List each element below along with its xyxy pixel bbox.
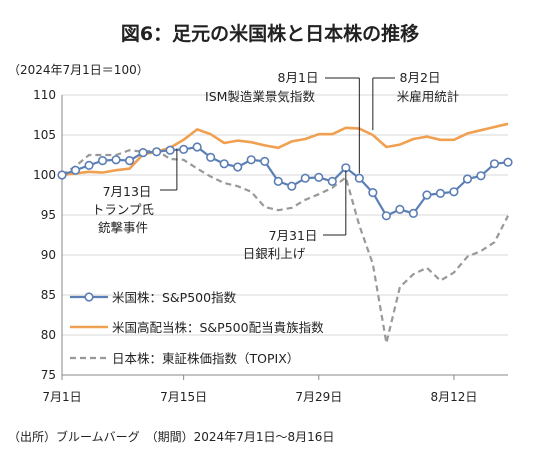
ann-text-jul13: トランプ氏 (92, 202, 154, 217)
sp500-point (124, 156, 135, 166)
series-line-dividend (61, 122, 509, 177)
sp500-point (327, 176, 337, 186)
sp500-point (503, 157, 513, 167)
sp500-point (246, 155, 256, 165)
y-tick-label: 110 (33, 88, 56, 102)
sp500-point (260, 156, 270, 166)
legend: 米国株：S&P500指数米国高配当株：S&P500配当貴族指数日本株：東証株価指… (70, 290, 324, 366)
source-note: （出所）ブルームバーグ （期間）2024年7月1日～8月16日 (8, 429, 334, 444)
series-layer (57, 122, 513, 345)
sp500-point (192, 142, 202, 152)
unit-note: （2024年7月1日＝100） (8, 63, 149, 77)
sp500-point (165, 145, 175, 155)
sp500-point (152, 147, 162, 157)
ann-text-aug2: 8月2日 (400, 70, 441, 85)
sp500-point (368, 188, 378, 198)
sp500-point (354, 173, 364, 183)
ann-text-jul13: 銃撃事件 (98, 220, 148, 235)
y-tick-label: 85 (41, 288, 56, 302)
sp500-point (395, 204, 405, 214)
sp500-point (422, 190, 432, 200)
sp500-point (449, 187, 459, 197)
sp500-point (381, 211, 391, 221)
x-tick-label: 7月1日 (42, 390, 81, 404)
sp500-point (287, 181, 297, 191)
sp500-point (179, 144, 189, 154)
y-axis: 110 105 100 95 90 85 80 75 (33, 88, 508, 382)
x-axis: 7月1日 7月15日 7月29日 8月12日 (42, 374, 508, 404)
legend-label-topix: 日本株：東証株価指数（TOPIX） (112, 351, 299, 366)
x-tick-label: 8月12日 (430, 390, 477, 404)
y-tick-label: 100 (33, 168, 56, 182)
chart-title: 図6：足元の米国株と日本株の推移 (121, 22, 419, 45)
series-line-sp500 (61, 145, 509, 217)
ann-text-jul13: 7月13日 (103, 184, 152, 199)
legend-marker-sp500 (84, 292, 94, 302)
sp500-point (84, 160, 94, 170)
ann-text-aug1: ISM製造業景気指数 (205, 89, 315, 104)
y-tick-label: 75 (41, 368, 56, 382)
ann-text-aug2: 米雇用統計 (397, 89, 460, 104)
y-tick-label: 95 (41, 208, 56, 222)
sp500-point (206, 152, 216, 162)
sp500-point (138, 148, 148, 158)
sp500-point (489, 159, 500, 169)
legend-label-sp500: 米国株：S&P500指数 (112, 290, 237, 305)
sp500-point (408, 208, 418, 218)
legend-label-dividend: 米国高配当株：S&P500配当貴族指数 (112, 320, 324, 335)
x-tick-label: 7月15日 (160, 390, 207, 404)
sp500-point (314, 172, 324, 182)
sp500-point (219, 159, 229, 169)
y-tick-label: 80 (41, 328, 56, 342)
sp500-point (462, 174, 473, 184)
y-tick-label: 105 (33, 128, 56, 142)
sp500-point (97, 156, 108, 166)
x-tick-label: 7月29日 (295, 390, 342, 404)
sp500-point (300, 173, 310, 183)
sp500-point (435, 188, 446, 198)
sp500-point (70, 165, 81, 175)
series-line-topix (61, 149, 509, 345)
y-tick-label: 90 (41, 248, 56, 262)
sp500-point (57, 170, 67, 180)
sp500-point (233, 162, 243, 172)
ann-text-jul31: 7月31日 (269, 228, 318, 243)
sp500-point (111, 155, 121, 165)
ann-text-aug1: 8月1日 (278, 70, 319, 85)
ann-text-jul31: 日銀利上げ (243, 246, 306, 261)
sp500-point (476, 171, 486, 181)
sp500-point (273, 176, 283, 186)
